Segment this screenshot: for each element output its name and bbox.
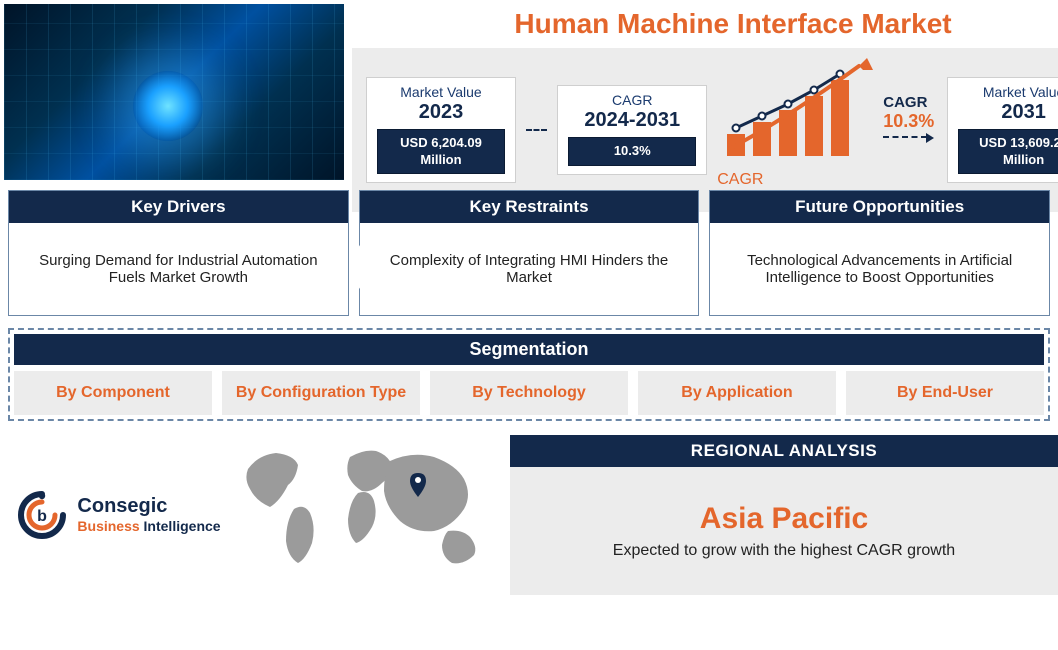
connector-icon [526, 129, 547, 131]
stat-start-head: Market Value [377, 84, 505, 100]
growth-chart-svg [717, 56, 877, 166]
stat-cagr: CAGR 2024-2031 10.3% [557, 85, 707, 174]
logo-line2b: Intelligence [140, 518, 221, 534]
segmentation-item: By Component [14, 371, 212, 415]
hero-image [4, 4, 344, 180]
factor-opportunities-head: Future Opportunities [710, 191, 1049, 223]
cagr-dash-icon [883, 136, 927, 138]
logo-line2a: Business [77, 518, 139, 534]
growth-chart: CAGR 2024 2031 CAGR 10.3% [717, 56, 937, 204]
segmentation-head: Segmentation [14, 334, 1044, 365]
world-map [230, 435, 510, 595]
factor-restraints-text: Complexity of Integrating HMI Hinders th… [360, 223, 699, 315]
regional-title: Asia Pacific [700, 502, 868, 536]
segmentation-item: By Technology [430, 371, 628, 415]
factor-restraints: Key Restraints Complexity of Integrating… [359, 190, 700, 316]
logo-mark-icon: b [17, 490, 67, 540]
logo-line1: Consegic [77, 495, 220, 518]
factor-drivers-text: Surging Demand for Industrial Automation… [9, 223, 348, 315]
growth-cagr-diag-label: CAGR [717, 171, 877, 189]
segmentation-item: By End-User [846, 371, 1044, 415]
stat-cagr-period: 2024-2031 [568, 109, 696, 132]
svg-text:b: b [38, 508, 48, 525]
factor-drivers-head: Key Drivers [9, 191, 348, 223]
stat-end-year: 2031 [958, 101, 1058, 124]
segmentation-item: By Application [638, 371, 836, 415]
factor-drivers: Key Drivers Surging Demand for Industria… [8, 190, 349, 316]
regional-head: REGIONAL ANALYSIS [510, 435, 1058, 467]
stat-start-value: USD 6,204.09 Million [377, 129, 505, 174]
cagr-value: 10.3% [883, 111, 937, 132]
stat-end-value: USD 13,609.22 Million [958, 129, 1058, 174]
page-title: Human Machine Interface Market [352, 4, 1058, 48]
brand-logo: b Consegic Business Intelligence [0, 435, 230, 595]
factor-restraints-head: Key Restraints [360, 191, 699, 223]
stat-end-head: Market Value [958, 84, 1058, 100]
stat-cagr-head: CAGR [568, 92, 696, 108]
world-map-icon [240, 435, 500, 575]
cagr-label: CAGR [883, 94, 937, 111]
stat-end: Market Value 2031 USD 13,609.22 Million [947, 77, 1058, 183]
regional-sub: Expected to grow with the highest CAGR g… [613, 542, 955, 560]
stat-start-year: 2023 [377, 101, 505, 124]
factor-opportunities: Future Opportunities Technological Advan… [709, 190, 1050, 316]
stat-cagr-value: 10.3% [568, 137, 696, 165]
stats-strip: Market Value 2023 USD 6,204.09 Million C… [352, 48, 1058, 212]
segmentation: Segmentation By ComponentBy Configuratio… [8, 328, 1050, 421]
segmentation-item: By Configuration Type [222, 371, 420, 415]
factors-row: Key Drivers Surging Demand for Industria… [0, 180, 1058, 324]
factor-opportunities-text: Technological Advancements in Artificial… [710, 223, 1049, 315]
stat-start: Market Value 2023 USD 6,204.09 Million [366, 77, 516, 183]
regional-analysis: REGIONAL ANALYSIS Asia Pacific Expected … [510, 435, 1058, 595]
